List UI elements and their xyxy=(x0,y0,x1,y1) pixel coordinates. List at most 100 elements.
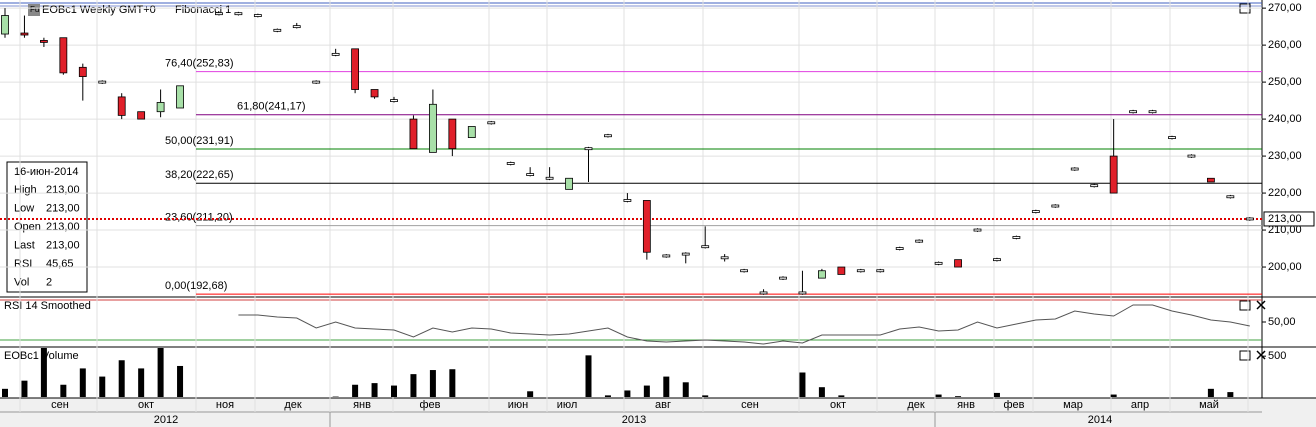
volume-bar xyxy=(585,355,592,397)
candle-body xyxy=(993,258,1001,262)
candle-body xyxy=(390,99,398,103)
candle-body xyxy=(526,173,535,176)
fib-label: 23,60(211,20) xyxy=(165,212,233,224)
volume-bar xyxy=(624,390,631,397)
close-button[interactable] xyxy=(1256,300,1266,310)
info-value: 213,00 xyxy=(46,202,80,214)
month-label: июл xyxy=(557,399,578,411)
candle-body xyxy=(798,291,807,295)
candle-body xyxy=(1148,110,1157,114)
year-label: 2013 xyxy=(622,414,646,426)
icon[interactable] xyxy=(28,4,40,16)
info-value: 45,65 xyxy=(46,258,74,270)
month-label: апр xyxy=(1131,399,1149,411)
month-label: ноя xyxy=(216,399,234,411)
volume-bar xyxy=(21,380,28,397)
info-key: Open xyxy=(14,221,41,233)
volume-bar xyxy=(818,387,825,397)
volume-bar xyxy=(643,385,650,397)
month-label: янв xyxy=(353,399,371,411)
candle-body xyxy=(428,103,437,153)
chart-title[interactable]: EOBc1 Weekly GMT+0 xyxy=(42,4,156,16)
candle-body xyxy=(759,291,768,295)
volume-bar xyxy=(1227,392,1234,397)
month-label: май xyxy=(1199,399,1219,411)
volume-bar xyxy=(604,395,611,397)
candle-body xyxy=(954,259,962,268)
year-label: 2012 xyxy=(154,414,178,426)
month-label: июн xyxy=(508,399,528,411)
info-key: Vol xyxy=(14,276,29,288)
candle-body xyxy=(1109,155,1118,194)
candle-body xyxy=(701,245,710,249)
candle-body xyxy=(467,126,476,138)
volume-bar xyxy=(391,385,397,397)
candle-body xyxy=(915,239,924,243)
volume-bar xyxy=(1110,394,1117,397)
candle-body xyxy=(1031,210,1040,213)
candle-body xyxy=(545,176,554,180)
candle-body xyxy=(78,66,87,77)
candle-body xyxy=(253,14,262,17)
y-tick-label: 200,00 xyxy=(1268,261,1302,273)
candle-body xyxy=(1090,184,1099,188)
candle-body xyxy=(1012,236,1021,239)
y-tick-label: 50,00 xyxy=(1268,316,1296,328)
volume-bar xyxy=(935,394,942,397)
candle-body xyxy=(117,96,126,116)
maximize-button[interactable] xyxy=(1239,350,1251,361)
volume-bar xyxy=(118,360,125,397)
candle-body xyxy=(973,228,982,232)
fib-label: 50,00(231,91) xyxy=(165,135,234,147)
candle-body xyxy=(604,134,612,138)
icon-label[interactable]: Fu xyxy=(30,5,39,14)
fib-label: 61,80(241,17) xyxy=(237,101,306,113)
candle-body xyxy=(273,28,282,32)
month-label: окт xyxy=(830,399,846,411)
candle-body xyxy=(1226,195,1235,199)
candle-body xyxy=(351,48,360,90)
volume-bar xyxy=(157,348,164,397)
candle-body xyxy=(137,111,146,120)
volume-bar xyxy=(682,382,689,397)
y-tick-label: 260,00 xyxy=(1268,39,1302,51)
y-tick-label: 230,00 xyxy=(1268,150,1302,162)
volume-bar xyxy=(352,384,359,397)
volume-bar xyxy=(40,348,47,397)
y-tick-label: 500 xyxy=(1268,350,1286,362)
volume-bar xyxy=(702,395,709,397)
last-price-label: 213,00 xyxy=(1268,213,1302,225)
candle-body xyxy=(448,118,457,150)
month-label: мар xyxy=(1063,399,1083,411)
candle-body xyxy=(506,162,515,165)
rsi-title[interactable]: RSI 14 Smoothed xyxy=(4,300,91,312)
info-box: 16-июн-2014 High 213,00 Low 213,00 Open 213,0… xyxy=(6,161,88,293)
candle-body xyxy=(779,276,787,280)
candle-body xyxy=(1207,177,1215,183)
month-label: авг xyxy=(655,399,671,411)
info-key: RSI xyxy=(14,258,32,270)
candle-body xyxy=(837,266,846,275)
month-label: янв xyxy=(957,399,975,411)
volume-bar xyxy=(1207,388,1214,397)
candle-body xyxy=(156,102,165,113)
candle-body xyxy=(662,254,671,258)
info-key: Last xyxy=(14,239,35,251)
candle-body xyxy=(740,269,748,273)
candle-body xyxy=(681,252,690,256)
month-label: сен xyxy=(51,399,69,411)
volume-bar xyxy=(799,372,806,397)
fib-label: 0,00(192,68) xyxy=(165,280,227,292)
maximize-button[interactable] xyxy=(1239,300,1251,311)
y-tick-label: 240,00 xyxy=(1268,113,1302,125)
candle-body xyxy=(1245,217,1254,221)
volume-bar xyxy=(410,374,417,397)
candle-body xyxy=(215,12,223,16)
close-button[interactable] xyxy=(1256,350,1266,360)
y-tick-label: 270,00 xyxy=(1268,2,1302,14)
candle-body xyxy=(895,247,904,250)
info-date: 16-июн-2014 xyxy=(14,166,79,178)
candle-body xyxy=(292,25,301,29)
info-key: Low xyxy=(14,202,34,214)
volume-bar xyxy=(429,370,436,397)
